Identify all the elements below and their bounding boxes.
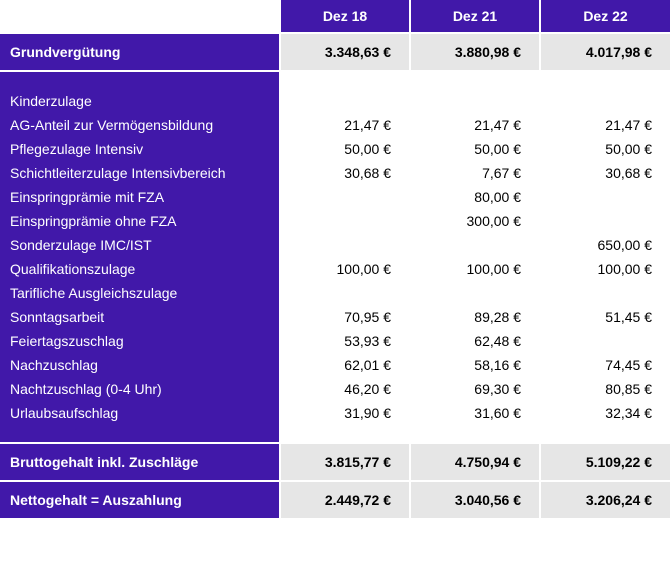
row-value — [280, 281, 410, 305]
brutto-val-1: 4.750,94 € — [410, 443, 540, 481]
row-value: 70,95 € — [280, 305, 410, 329]
grund-label: Grundvergütung — [0, 33, 280, 71]
table-row: Einspringprämie mit FZA 80,00 € — [0, 185, 670, 209]
row-value: 650,00 € — [540, 233, 670, 257]
row-value: 58,16 € — [410, 353, 540, 377]
row-label: Sonntagsarbeit — [0, 305, 280, 329]
row-value: 62,48 € — [410, 329, 540, 353]
header-empty — [0, 0, 280, 33]
brutto-val-2: 5.109,22 € — [540, 443, 670, 481]
spacer-bottom — [0, 425, 670, 443]
row-value: 80,85 € — [540, 377, 670, 401]
row-value — [540, 329, 670, 353]
col-header-1: Dez 21 — [410, 0, 540, 33]
brutto-val-0: 3.815,77 € — [280, 443, 410, 481]
row-grundverguetung: Grundvergütung 3.348,63 € 3.880,98 € 4.0… — [0, 33, 670, 71]
row-value: 46,20 € — [280, 377, 410, 401]
row-value: 32,34 € — [540, 401, 670, 425]
row-value — [540, 89, 670, 113]
col-header-2: Dez 22 — [540, 0, 670, 33]
table-row: Qualifikationszulage100,00 €100,00 €100,… — [0, 257, 670, 281]
row-value — [540, 281, 670, 305]
col-header-0: Dez 18 — [280, 0, 410, 33]
row-value: 62,01 € — [280, 353, 410, 377]
netto-label: Nettogehalt = Auszahlung — [0, 481, 280, 519]
row-netto: Nettogehalt = Auszahlung 2.449,72 € 3.04… — [0, 481, 670, 519]
row-value: 30,68 € — [280, 161, 410, 185]
row-value: 300,00 € — [410, 209, 540, 233]
row-label: Kinderzulage — [0, 89, 280, 113]
spacer-top — [0, 71, 670, 89]
header-row: Dez 18 Dez 21 Dez 22 — [0, 0, 670, 33]
row-value: 50,00 € — [280, 137, 410, 161]
row-label: Einspringprämie ohne FZA — [0, 209, 280, 233]
row-label: Feiertagszuschlag — [0, 329, 280, 353]
row-value: 50,00 € — [540, 137, 670, 161]
table-row: Sonderzulage IMC/IST 650,00 € — [0, 233, 670, 257]
row-value: 21,47 € — [410, 113, 540, 137]
table-row: Schichtleiterzulage Intensivbereich30,68… — [0, 161, 670, 185]
row-label: Einspringprämie mit FZA — [0, 185, 280, 209]
row-value — [280, 233, 410, 257]
row-label: Sonderzulage IMC/IST — [0, 233, 280, 257]
table-row: Tarifliche Ausgleichszulage — [0, 281, 670, 305]
row-value — [280, 185, 410, 209]
table-row: Urlaubsaufschlag31,90 €31,60 €32,34 € — [0, 401, 670, 425]
row-value: 31,90 € — [280, 401, 410, 425]
row-value: 74,45 € — [540, 353, 670, 377]
netto-val-0: 2.449,72 € — [280, 481, 410, 519]
row-value — [540, 185, 670, 209]
row-label: Nachzuschlag — [0, 353, 280, 377]
netto-val-1: 3.040,56 € — [410, 481, 540, 519]
table-row: Sonntagsarbeit70,95 €89,28 €51,45 € — [0, 305, 670, 329]
row-value: 80,00 € — [410, 185, 540, 209]
row-value: 31,60 € — [410, 401, 540, 425]
row-label: AG-Anteil zur Vermögensbildung — [0, 113, 280, 137]
row-value: 100,00 € — [280, 257, 410, 281]
row-value: 51,45 € — [540, 305, 670, 329]
row-label: Qualifikationszulage — [0, 257, 280, 281]
row-value: 100,00 € — [540, 257, 670, 281]
table-row: Pflegezulage Intensiv50,00 €50,00 €50,00… — [0, 137, 670, 161]
grund-val-2: 4.017,98 € — [540, 33, 670, 71]
table-row: AG-Anteil zur Vermögensbildung21,47 €21,… — [0, 113, 670, 137]
row-label: Pflegezulage Intensiv — [0, 137, 280, 161]
table-row: Nachzuschlag62,01 €58,16 €74,45 € — [0, 353, 670, 377]
grund-val-0: 3.348,63 € — [280, 33, 410, 71]
row-value: 50,00 € — [410, 137, 540, 161]
row-value — [410, 281, 540, 305]
row-brutto: Bruttogehalt inkl. Zuschläge 3.815,77 € … — [0, 443, 670, 481]
table-row: Nachtzuschlag (0-4 Uhr)46,20 €69,30 €80,… — [0, 377, 670, 401]
row-value: 7,67 € — [410, 161, 540, 185]
salary-table-container: Dez 18 Dez 21 Dez 22 Grundvergütung 3.34… — [0, 0, 670, 520]
netto-val-2: 3.206,24 € — [540, 481, 670, 519]
row-label: Schichtleiterzulage Intensivbereich — [0, 161, 280, 185]
row-value: 21,47 € — [540, 113, 670, 137]
row-value — [280, 209, 410, 233]
table-row: Einspringprämie ohne FZA 300,00 € — [0, 209, 670, 233]
table-row: Kinderzulage — [0, 89, 670, 113]
row-value: 30,68 € — [540, 161, 670, 185]
salary-table: Dez 18 Dez 21 Dez 22 Grundvergütung 3.34… — [0, 0, 670, 520]
row-value — [410, 89, 540, 113]
grund-val-1: 3.880,98 € — [410, 33, 540, 71]
row-label: Urlaubsaufschlag — [0, 401, 280, 425]
row-value: 53,93 € — [280, 329, 410, 353]
row-value: 69,30 € — [410, 377, 540, 401]
row-value: 89,28 € — [410, 305, 540, 329]
row-value — [280, 89, 410, 113]
row-value: 21,47 € — [280, 113, 410, 137]
row-label: Nachtzuschlag (0-4 Uhr) — [0, 377, 280, 401]
row-value — [540, 209, 670, 233]
table-row: Feiertagszuschlag53,93 €62,48 € — [0, 329, 670, 353]
row-label: Tarifliche Ausgleichszulage — [0, 281, 280, 305]
row-value: 100,00 € — [410, 257, 540, 281]
row-value — [410, 233, 540, 257]
brutto-label: Bruttogehalt inkl. Zuschläge — [0, 443, 280, 481]
